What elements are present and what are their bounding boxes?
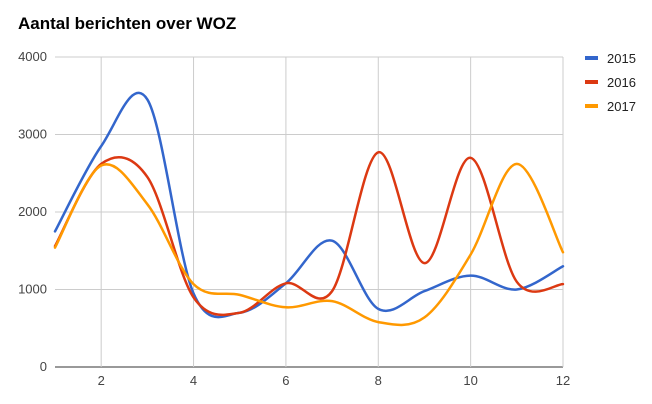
series-line-2017 [53,162,565,327]
series-lines [53,91,565,327]
x-tick-label: 4 [190,373,197,388]
x-axis-ticks: 2 4 6 8 10 12 [98,373,571,388]
y-tick-label: 3000 [18,127,47,142]
legend: 2015 2016 2017 [585,51,636,114]
x-tick-label: 2 [98,373,105,388]
y-tick-label: 1000 [18,282,47,297]
x-tick-label: 10 [463,373,477,388]
y-tick-label: 2000 [18,204,47,219]
y-tick-label: 0 [40,359,47,374]
gridlines [55,56,564,368]
x-tick-label: 8 [375,373,382,388]
series-line-2016 [53,151,565,317]
legend-label-2015: 2015 [607,51,636,66]
legend-label-2016: 2016 [607,75,636,90]
x-tick-label: 12 [556,373,570,388]
legend-label-2017: 2017 [607,99,636,114]
chart-title: Aantal berichten over WOZ [18,14,237,33]
y-axis-ticks: 0 1000 2000 3000 4000 [18,49,47,374]
x-tick-label: 6 [282,373,289,388]
series-line-2015 [53,91,565,319]
y-tick-label: 4000 [18,49,47,64]
